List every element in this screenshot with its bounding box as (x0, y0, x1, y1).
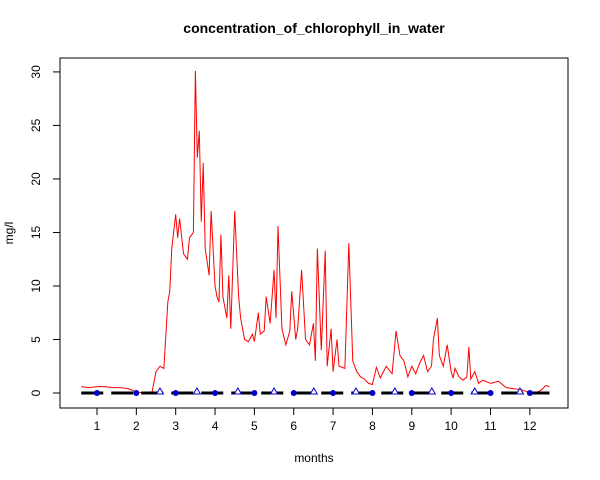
y-axis-label: mg/l (2, 222, 16, 245)
point (309, 386, 319, 395)
x-tick-label: 7 (330, 419, 337, 433)
point (251, 390, 258, 397)
x-tick-label: 10 (444, 419, 458, 433)
x-tick-label: 8 (369, 419, 376, 433)
point (172, 390, 179, 397)
point (408, 390, 415, 397)
x-axis-label: months (294, 451, 333, 465)
x-tick-label: 9 (408, 419, 415, 433)
point (269, 386, 279, 395)
x-tick-label: 2 (133, 419, 140, 433)
point (351, 386, 361, 395)
y-tick-label: 0 (29, 389, 43, 396)
y-tick-label: 15 (29, 225, 43, 239)
x-tick-label: 6 (290, 419, 297, 433)
x-tick-label: 12 (523, 419, 537, 433)
y-tick-label: 30 (29, 65, 43, 79)
point (487, 390, 494, 397)
point (448, 390, 455, 397)
point (369, 390, 376, 397)
chart-title: concentration_of_chlorophyll_in_water (183, 20, 445, 36)
plot-box (59, 57, 569, 409)
point (526, 390, 533, 397)
y-tick-label: 20 (29, 172, 43, 186)
y-tick-label: 25 (29, 118, 43, 132)
point (192, 386, 202, 395)
point (427, 386, 437, 395)
x-tick-label: 11 (484, 419, 497, 433)
x-tick-label: 1 (94, 419, 101, 433)
x-tick-label: 5 (251, 419, 258, 433)
point (133, 390, 140, 397)
point (290, 390, 297, 397)
point (212, 390, 219, 397)
point (93, 390, 100, 397)
point (155, 386, 165, 395)
line (81, 70, 550, 394)
point (390, 386, 400, 395)
point (515, 386, 525, 395)
point (233, 386, 243, 395)
x-tick-label: 3 (172, 419, 179, 433)
point (470, 386, 480, 395)
x-tick-label: 4 (212, 419, 219, 433)
y-tick-label: 5 (29, 336, 43, 343)
y-tick-label: 10 (29, 279, 43, 293)
point (330, 390, 337, 397)
